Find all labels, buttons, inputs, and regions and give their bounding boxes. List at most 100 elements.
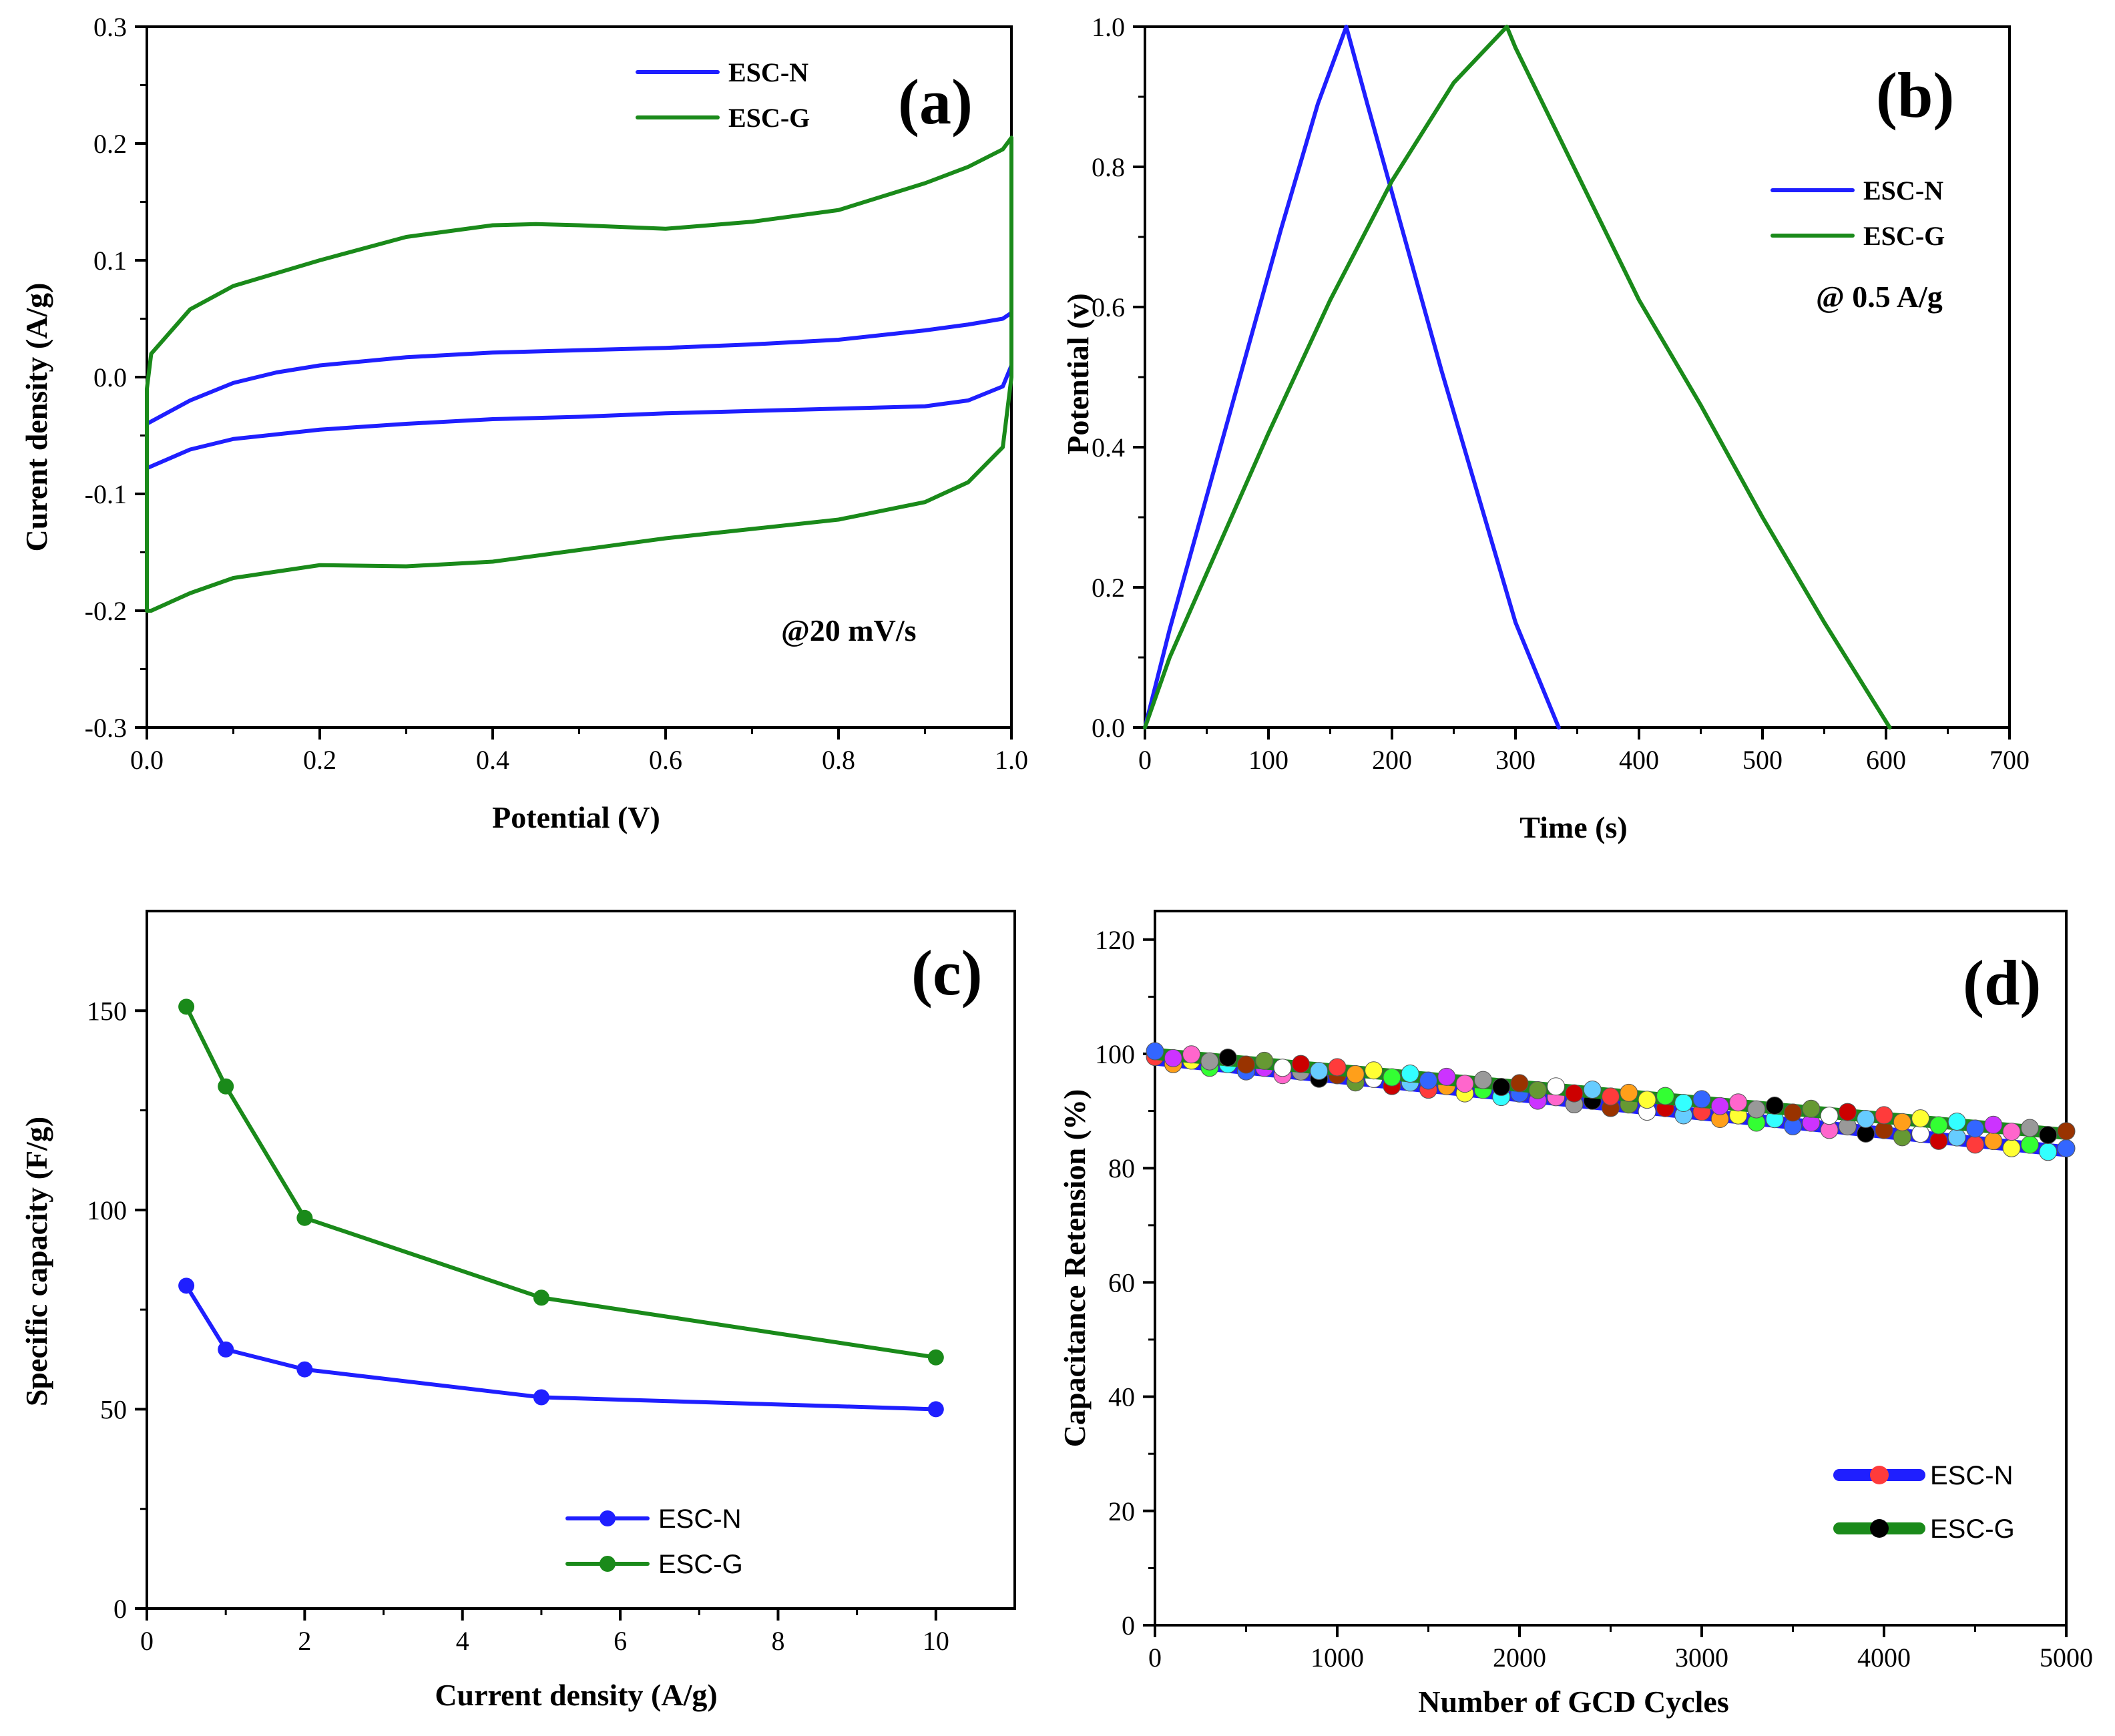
panel-c-xtick-label: 10 (923, 1626, 949, 1656)
panel-b-xtick-label: 300 (1495, 745, 1536, 775)
panel-c-xlabel: Current density (A/g) (435, 1678, 717, 1712)
panel-d-point-esc-g (1310, 1062, 1329, 1081)
panel-a-legend-label: ESC-N (728, 57, 808, 87)
panel-b-xtick-label: 0 (1138, 745, 1152, 775)
panel-d-point-esc-n (1947, 1128, 1966, 1147)
panel-a-ytick-label: 0.2 (93, 129, 127, 159)
panel-d-point-esc-g (1492, 1078, 1511, 1097)
panel-d-ytick-label: 100 (1095, 1039, 1135, 1069)
panel-b-legend-label: ESC-N (1863, 176, 1943, 206)
panel-d-point-esc-g (1164, 1049, 1182, 1067)
panel-d-point-esc-g (1802, 1099, 1821, 1118)
panel-d-xtick-label: 1000 (1311, 1643, 1364, 1673)
panel-d-point-esc-g (1674, 1094, 1693, 1113)
panel-b-xtick-label: 100 (1248, 745, 1288, 775)
panel-c-point-esc-n (927, 1401, 944, 1418)
panel-d-point-esc-g (1565, 1084, 1584, 1103)
panel-c-frame (146, 910, 1016, 1610)
panel-d-point-esc-g (1784, 1103, 1802, 1122)
panel-d-point-esc-g (1419, 1071, 1437, 1090)
panel-a: (a) @20 mV/s Potential (V) Curent densit… (19, 12, 1028, 834)
panel-b-ytick-label: 1.0 (1092, 12, 1125, 42)
panel-c-series-esc-g (184, 1004, 938, 1360)
panel-c-ytick-label: 100 (87, 1195, 127, 1225)
panel-b-xtick-label: 700 (1989, 745, 2030, 775)
panel-c-ytick-label: 0 (113, 1594, 127, 1624)
panel-d-point-esc-g (1437, 1067, 1456, 1086)
panel-d-xtick-label: 4000 (1857, 1643, 1911, 1673)
panel-c-point-esc-g (218, 1078, 234, 1095)
panel-d-point-esc-n (2057, 1139, 2076, 1158)
panel-a-ytick-label: -0.1 (85, 479, 127, 509)
panel-d-point-esc-g (1401, 1065, 1419, 1083)
panel-b-ytick-label: 0.0 (1092, 713, 1125, 743)
panel-d-point-esc-g (1383, 1068, 1401, 1087)
panel-b: (b) @ 0.5 A/g Time (s) Potential (v) 0 10… (1061, 12, 2030, 844)
panel-b-ytick-label: 0.4 (1092, 432, 1125, 463)
panel-d-xtick-label: 2000 (1493, 1643, 1546, 1673)
panel-c-xtick-label: 2 (298, 1626, 311, 1656)
panel-c-point-esc-g (533, 1289, 549, 1306)
panel-a-ylabel: Curent density (A/g) (19, 283, 53, 552)
panel-d-point-esc-g (2020, 1119, 2039, 1137)
panel-d-point-esc-g (1255, 1051, 1274, 1070)
panel-d-point-esc-g (1583, 1081, 1602, 1099)
panel-c-legend-label: ESC-N (658, 1504, 741, 1534)
panel-d-point-esc-g (1875, 1106, 1893, 1125)
panel-d-point-esc-n (1966, 1135, 1984, 1154)
panel-d-letter: (d) (1963, 947, 2041, 1019)
panel-d-xlabel: Number of GCD Cycles (1418, 1685, 1728, 1719)
panel-a-xtick-label: 0.0 (130, 745, 164, 775)
panel-c-xtick-label: 4 (456, 1626, 469, 1656)
panel-d-point-esc-g (1765, 1096, 1784, 1115)
panel-b-xtick-label: 500 (1742, 745, 1783, 775)
panel-b-ytick-label: 0.2 (1092, 573, 1125, 603)
panel-b-ytick-label: 0.8 (1092, 152, 1125, 182)
panel-d-xtick-label: 3000 (1675, 1643, 1728, 1673)
panel-c-xtick-label: 6 (614, 1626, 627, 1656)
panel-d-point-esc-g (1893, 1113, 1911, 1131)
panel-b-series-esc-n (1143, 25, 1561, 730)
panel-c-point-esc-g (178, 998, 195, 1015)
panel-d-point-esc-g (1328, 1058, 1347, 1077)
panel-b-ytick-label: 0.6 (1092, 292, 1125, 322)
panel-d-point-esc-g (1237, 1055, 1255, 1074)
panel-d-point-esc-g (2039, 1125, 2058, 1144)
panel-d-point-esc-n (2039, 1143, 2058, 1161)
panel-c-point-esc-n (178, 1277, 195, 1294)
panel-a-ytick-label: 0.1 (93, 246, 127, 276)
panel-d-point-esc-g (2002, 1123, 2021, 1141)
panel-d-xtick-label: 0 (1148, 1643, 1162, 1673)
panel-d-point-esc-g (2057, 1122, 2076, 1141)
panel-d-point-esc-g (1838, 1103, 1857, 1121)
panel-b-xtick-label: 400 (1619, 745, 1659, 775)
panel-d-point-esc-g (1820, 1107, 1839, 1125)
panel-a-series-esc-n (145, 310, 1013, 471)
panel-a-letter: (a) (898, 66, 973, 137)
panel-d-point-esc-g (1911, 1109, 1930, 1128)
panel-d-point-esc-g (1455, 1075, 1474, 1093)
panel-d-point-esc-n (1984, 1132, 2003, 1151)
panel-c-legend-marker (600, 1556, 616, 1572)
panel-c-xtick-label: 0 (140, 1626, 154, 1656)
panel-c-ytick-label: 50 (100, 1394, 127, 1424)
panel-d-ytick-label: 60 (1108, 1267, 1135, 1297)
panel-d-ylabel: Capacitance Retension (%) (1058, 1089, 1092, 1448)
panel-c: (c) Current density (A/g) Specific capac… (19, 910, 1016, 1712)
panel-d-point-esc-g (1273, 1059, 1292, 1077)
panel-c-legend-marker (600, 1510, 616, 1526)
panel-b-xlabel: Time (s) (1519, 810, 1627, 844)
panel-d-point-esc-g (1510, 1074, 1529, 1093)
panel-b-ylabel: Potential (v) (1061, 293, 1095, 454)
panel-d-point-esc-n (1929, 1131, 1948, 1150)
panel-a-ytick-label: 0.0 (93, 362, 127, 392)
panel-d-point-esc-g (1656, 1087, 1674, 1105)
panel-a-ytick-label: -0.3 (85, 713, 127, 743)
panel-a-xtick-label: 1.0 (995, 745, 1028, 775)
panel-d-ytick-label: 20 (1108, 1496, 1135, 1526)
panel-c-letter: (c) (911, 937, 983, 1008)
panel-b-letter: (b) (1876, 59, 1954, 131)
panel-d-point-esc-g (1692, 1090, 1711, 1109)
panel-c-point-esc-n (533, 1389, 549, 1406)
